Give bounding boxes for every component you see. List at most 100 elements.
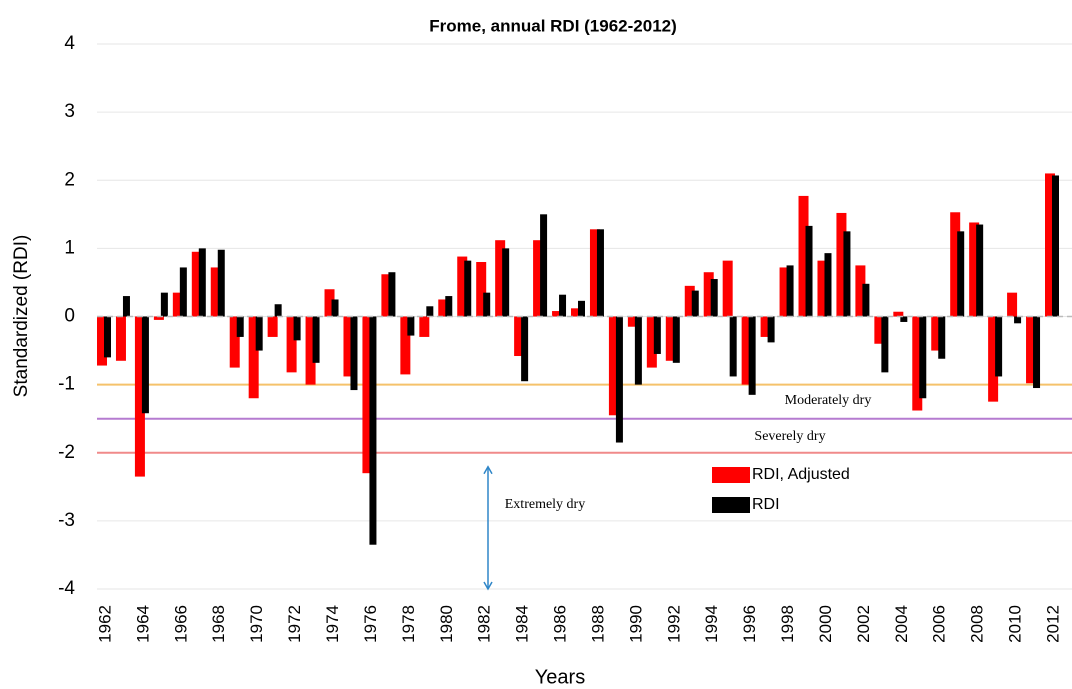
bar [748,316,756,395]
bar [969,222,980,317]
y-tick-label: 0 [64,306,75,327]
bar [217,249,225,317]
bar [305,316,316,385]
bar [369,316,377,545]
bar [552,311,563,317]
bar [836,212,847,317]
y-tick-label: 2 [64,169,75,190]
bar [445,296,453,317]
bar [343,316,354,377]
x-axis-label: Years [535,666,585,688]
bar [824,253,832,317]
x-tick-label: 1984 [513,605,532,643]
y-tick-label: 1 [64,237,75,258]
x-tick-label: 1992 [664,605,683,643]
bar [855,265,866,317]
legend-swatch [712,497,750,513]
bar [400,316,411,375]
bar [931,316,942,351]
bar [324,289,335,317]
bar [153,316,164,320]
bar [881,316,889,373]
bar [767,316,775,343]
bar [988,316,999,402]
x-tick-label: 1998 [778,605,797,643]
bar [483,292,491,317]
bar [608,316,619,416]
bar [665,316,676,361]
bar [672,316,680,363]
bar [426,306,434,317]
bar [1052,175,1059,317]
x-tick-label: 1966 [171,605,190,643]
bar [540,214,548,317]
bar [691,290,699,317]
reference-label: Severely dry [754,429,825,444]
bar [596,229,604,317]
bar [1014,316,1022,324]
bar [502,248,510,317]
bar [514,316,525,357]
x-tick-label: 1994 [702,605,721,643]
bar [912,316,923,411]
bar [653,316,661,354]
bar [438,299,449,317]
bar [457,256,468,317]
bar [312,316,320,363]
x-tick-label: 2008 [968,605,987,643]
bar [1007,292,1018,317]
bar [919,316,927,399]
y-tick-label: -4 [58,578,75,599]
bar [134,316,145,477]
bar [627,316,638,327]
y-tick-label: -1 [58,374,75,395]
reference-label: Moderately dry [785,393,872,408]
x-tick-label: 2002 [854,605,873,643]
bar [122,296,130,317]
bar [589,229,600,317]
y-tick-label: 4 [64,33,75,54]
bar [874,316,885,344]
bar [938,316,946,359]
x-tick-label: 1962 [95,605,114,643]
bar [950,212,961,317]
bar [521,316,529,382]
bar [900,316,908,322]
x-tick-label: 1990 [626,605,645,643]
bar [267,316,278,337]
bar [274,304,282,317]
x-tick-label: 2006 [930,605,949,643]
bar [407,316,415,336]
x-tick-label: 2004 [892,605,911,643]
bar [779,267,790,317]
bar [571,308,581,317]
x-tick-label: 1976 [361,605,380,643]
bar [533,240,544,317]
bar [1045,173,1055,317]
bar [843,231,851,317]
bar [559,294,567,317]
bar [115,316,126,361]
bar [104,316,111,358]
bar [286,316,297,373]
bar [729,316,737,377]
bar [255,316,263,351]
bar [331,299,339,317]
x-tick-label: 1982 [475,605,494,643]
bar [805,225,813,317]
x-tick-label: 2012 [1043,605,1062,643]
bar [741,316,752,385]
bar [229,316,240,368]
x-tick-label: 1978 [399,605,418,643]
arrow-head [483,581,493,591]
legend-label: RDI [752,496,780,513]
bar [293,316,301,341]
bar [362,316,373,474]
bar [786,265,794,317]
x-tick-label: 1980 [437,605,456,643]
bar [210,267,221,317]
legend-swatch [712,467,750,483]
bar [615,316,623,443]
bar [1033,316,1041,389]
bar [722,260,733,317]
